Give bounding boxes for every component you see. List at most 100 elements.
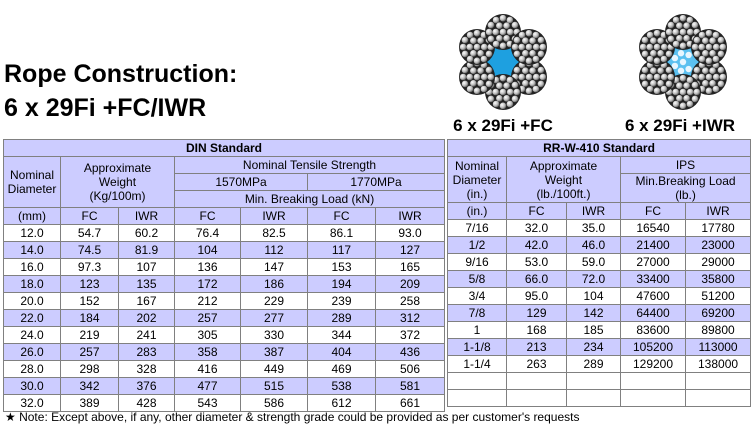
wire: [698, 73, 706, 81]
cell: 7/8: [447, 304, 507, 322]
header: Min. Breaking Load (kN): [173, 190, 446, 208]
wire: [683, 34, 690, 42]
wire: [641, 80, 649, 88]
unit: FC: [506, 202, 567, 220]
cell: 81.9: [118, 241, 175, 259]
wire: [525, 87, 533, 95]
wire: [477, 67, 484, 75]
cell: 436: [374, 343, 446, 361]
wire: [709, 37, 716, 45]
wire: [667, 95, 675, 103]
wire: [503, 22, 510, 30]
unit: FC: [60, 207, 119, 225]
cell: 32.0: [506, 219, 567, 237]
cell: 66.0: [506, 270, 567, 288]
cell: 305: [174, 326, 241, 344]
wire: [537, 50, 545, 58]
wire: [641, 66, 649, 74]
wire: [646, 73, 654, 81]
cell: 104: [566, 287, 621, 305]
cell: 104: [174, 241, 241, 259]
cell: 372: [374, 326, 446, 344]
cell: 86.1: [307, 224, 376, 242]
cell: 27000: [620, 253, 686, 271]
wire: [492, 16, 500, 24]
wire: [485, 50, 493, 58]
cell: 30.0: [3, 377, 61, 395]
wire: [691, 95, 699, 103]
wire: [685, 65, 692, 73]
wire: [487, 73, 495, 81]
wire: [698, 31, 706, 39]
wire: [499, 42, 507, 50]
wire: [650, 37, 657, 45]
cell: 83600: [620, 321, 686, 339]
cell: 506: [374, 360, 446, 378]
cell: 82.5: [240, 224, 308, 242]
wire: [499, 28, 507, 36]
wire: [503, 94, 510, 102]
cell: 93.0: [374, 224, 446, 242]
cell: [506, 372, 567, 390]
wire: [506, 88, 514, 96]
wire: [518, 55, 526, 63]
wire: [653, 29, 661, 37]
wire: [679, 42, 687, 50]
wire: [650, 49, 657, 57]
wire: [532, 31, 540, 39]
wire: [459, 73, 467, 81]
cell: 258: [374, 292, 446, 310]
wire: [672, 16, 680, 24]
cell: 16540: [620, 219, 686, 237]
wire: [529, 67, 536, 75]
cell: 127: [374, 241, 446, 259]
wire: [503, 34, 510, 42]
wire: [672, 100, 680, 108]
wire: [719, 73, 727, 81]
wire: [646, 85, 654, 93]
wire: [676, 82, 683, 90]
wire: [686, 28, 694, 36]
cell: 147: [240, 258, 308, 276]
wire: [712, 43, 720, 51]
cell: 51200: [684, 287, 752, 305]
cell: [566, 372, 621, 390]
unit: FC: [307, 207, 376, 225]
wire: [702, 37, 709, 45]
wire: [705, 57, 713, 65]
wire: [676, 34, 683, 42]
cell: 5/8: [447, 270, 507, 288]
wire: [657, 79, 664, 87]
wire: [717, 80, 725, 88]
cell: 277: [240, 309, 308, 327]
wire: [712, 85, 720, 93]
cell: 59.0: [566, 253, 621, 271]
cell: 342: [60, 377, 119, 395]
cell: 117: [307, 241, 376, 259]
wire: [532, 85, 540, 93]
unit: FC: [174, 207, 241, 225]
cell: [620, 372, 686, 390]
wire: [537, 66, 545, 74]
cell: 387: [240, 343, 308, 361]
cell: 263: [506, 355, 567, 373]
wire: [653, 57, 661, 65]
cell: 46.0: [566, 236, 621, 254]
wire: [683, 22, 690, 30]
wire: [657, 49, 664, 57]
wire: [712, 73, 720, 81]
header: DIN Standard: [2, 139, 446, 157]
wire: [686, 16, 694, 24]
cell: 69200: [684, 304, 752, 322]
cell: 212: [174, 292, 241, 310]
wire: [487, 35, 495, 43]
cell: 168: [506, 321, 567, 339]
cell: 112: [240, 241, 308, 259]
cell: 22.0: [3, 309, 61, 327]
wire: [639, 43, 647, 51]
cell: 344: [307, 326, 376, 344]
wire: [532, 55, 540, 63]
cell: 105200: [620, 338, 686, 356]
wire: [709, 79, 716, 87]
cell: 209: [374, 275, 446, 293]
